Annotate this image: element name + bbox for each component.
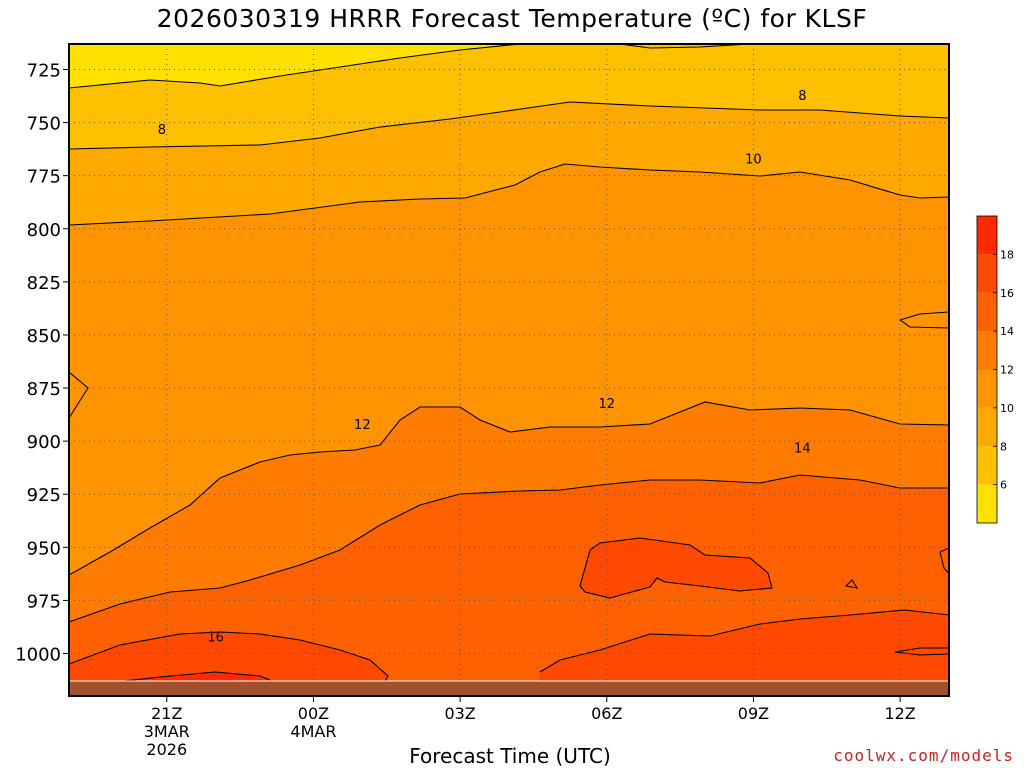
contour-label: 16 — [207, 631, 224, 646]
x-tick-label: 00Z — [298, 704, 329, 723]
colorbar-label: 6 — [1000, 479, 1007, 492]
contour-10 — [69, 163, 949, 226]
y-tick-label: 950 — [27, 538, 61, 559]
contour-16-bottom-right-2 — [894, 647, 949, 656]
x-tick-year: 2026 — [146, 740, 187, 759]
y-tick-label: 750 — [27, 114, 61, 135]
contour-16-left — [69, 631, 389, 691]
colorbar-segment — [977, 407, 997, 447]
colorbar-label: 18 — [1000, 248, 1014, 261]
contour-16-small — [844, 579, 859, 589]
contour-16-bottom-right — [539, 609, 949, 673]
fill-band-16-18-center — [580, 538, 772, 598]
contour-16-right — [939, 547, 949, 575]
fill-band-4-6 — [69, 44, 600, 88]
fill-band-14-16-bottom-right — [540, 610, 949, 696]
colorbar-label: 14 — [1000, 325, 1014, 338]
x-tick-label: 06Z — [591, 704, 622, 723]
colorbar-segment — [977, 484, 997, 523]
colorbar-segment — [977, 254, 997, 293]
contour-18 — [114, 671, 271, 683]
fill-band-18-20 — [115, 672, 270, 683]
fill-band-16-18-right — [940, 548, 949, 574]
colorbar-segment — [977, 331, 997, 370]
colorbar-label: 10 — [1000, 402, 1014, 415]
contour-label: 8 — [798, 89, 806, 104]
y-tick-label: 900 — [27, 432, 61, 453]
contour-12 — [69, 401, 949, 576]
x-tick-label: 12Z — [884, 704, 915, 723]
colorbar-segment — [977, 292, 997, 332]
x-tick-date: 3MAR — [144, 722, 190, 741]
contour-label: 12 — [599, 397, 616, 412]
contour-16-center — [579, 537, 773, 599]
plot-frame — [68, 43, 950, 697]
y-tick-label: 925 — [27, 485, 61, 506]
colorbar-segment — [977, 446, 997, 485]
y-tick-label: 825 — [27, 273, 61, 294]
y-tick-label: 775 — [27, 167, 61, 188]
x-tick-label: 21Z — [151, 704, 182, 723]
fill-band-12-14-mid — [69, 402, 949, 622]
contour-label: 8 — [158, 123, 166, 138]
contour-label: 10 — [745, 153, 762, 168]
y-tick-label: 850 — [27, 326, 61, 347]
colorbar-segment — [977, 369, 997, 408]
x-tick-label: 03Z — [444, 704, 475, 723]
x-tick-date: 4MAR — [290, 722, 336, 741]
x-tick-label: 09Z — [738, 704, 769, 723]
colorbar-label: 16 — [1000, 287, 1014, 300]
contour-6-top — [619, 44, 751, 49]
contour-label: 12 — [354, 418, 371, 433]
chart-title: 2026030319 HRRR Forecast Temperature (ºC… — [156, 4, 868, 33]
y-tick-label: 1000 — [15, 645, 61, 666]
contour-8 — [69, 101, 949, 150]
contour-12-left — [69, 371, 89, 419]
colorbar-segment — [977, 216, 997, 255]
y-tick-label: 725 — [27, 60, 61, 81]
contour-6 — [69, 44, 521, 89]
y-tick-label: 800 — [27, 220, 61, 241]
x-axis-label: Forecast Time (UTC) — [409, 744, 611, 768]
terrain-ground — [69, 681, 949, 696]
y-tick-label: 975 — [27, 591, 61, 612]
contour-14 — [69, 474, 949, 623]
colorbar-label: 8 — [1000, 440, 1007, 453]
contour-label: 14 — [794, 442, 811, 457]
y-tick-label: 875 — [27, 379, 61, 400]
colorbar-label: 12 — [1000, 364, 1014, 377]
credit-text: coolwx.com/models — [833, 746, 1014, 765]
